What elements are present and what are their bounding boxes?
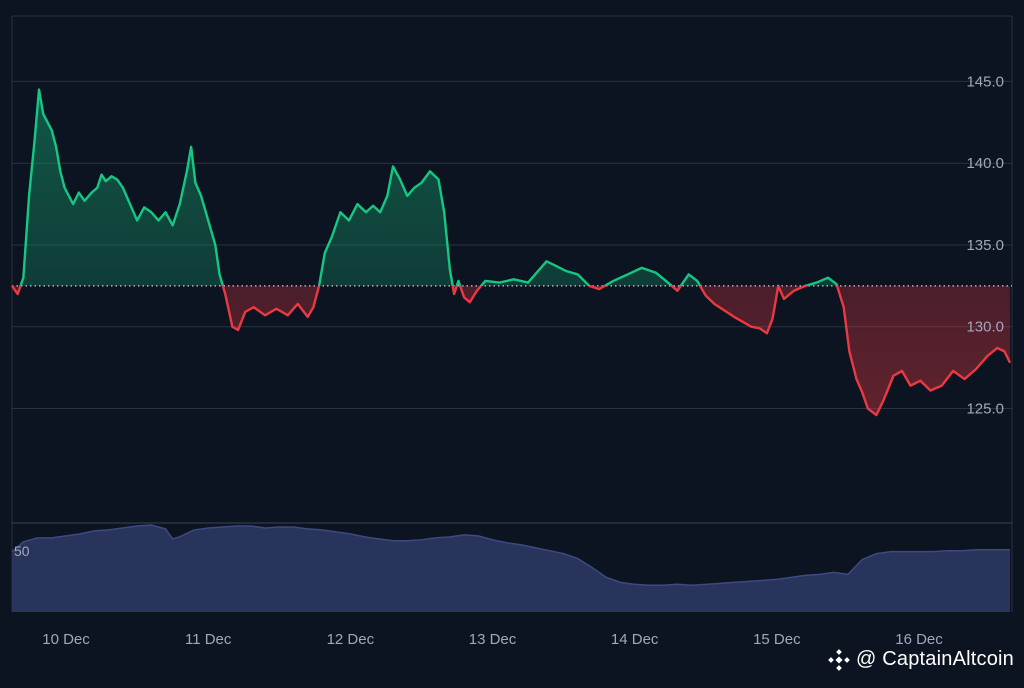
area-fill-down	[12, 285, 1010, 416]
x-tick-labels: 10 Dec 11 Dec 12 Dec 13 Dec 14 Dec 15 Dec 16 D…	[42, 631, 943, 648]
x-tick-label: 13 Dec	[469, 631, 517, 648]
area-fill-up	[12, 89, 838, 286]
watermark: @ CaptainAltcoin	[828, 648, 1014, 671]
y-tick-label: 145.0	[966, 73, 1004, 90]
x-tick-label: 12 Dec	[327, 631, 375, 648]
x-tick-label: 11 Dec	[185, 631, 232, 648]
y-tick-label: 135.0	[966, 237, 1004, 254]
y-tick-labels: 145.0 140.0 135.0 130.0 125.0	[966, 73, 1004, 417]
volume-layer	[11, 524, 1010, 612]
price-line-up	[11, 88, 839, 286]
x-tick-label: 10 Dec	[42, 631, 90, 648]
volume-line	[11, 524, 1010, 587]
x-tick-label: 14 Dec	[611, 631, 659, 648]
x-tick-label: 15 Dec	[753, 631, 801, 648]
y-tick-label: 140.0	[966, 155, 1004, 172]
volume-axis-label: 50	[14, 543, 30, 559]
x-tick-label: 16 Dec	[895, 631, 943, 648]
diamond-logo-icon	[828, 648, 850, 671]
volume-area	[12, 524, 1010, 612]
area-layer	[12, 89, 1010, 416]
watermark-text: @ CaptainAltcoin	[855, 648, 1014, 670]
y-tick-label: 130.0	[966, 319, 1004, 336]
y-tick-label: 125.0	[966, 401, 1004, 418]
line-layer	[11, 88, 1012, 417]
